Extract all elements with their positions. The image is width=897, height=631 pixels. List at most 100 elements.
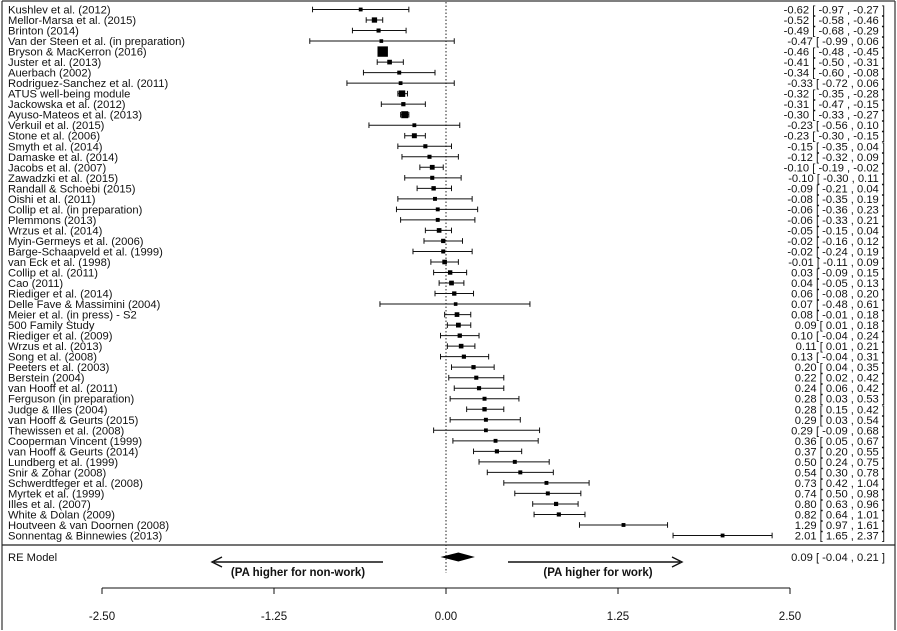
ci-text: 0.37 [ 0.20 , 0.55 ] [795,446,885,458]
effect-box [423,144,428,149]
ci-text: 0.50 [ 0.24 , 0.75 ] [795,457,885,469]
ci-text: -0.02 [ -0.24 , 0.19 ] [787,246,885,258]
study-label: Oishi et al. (2011) [8,194,96,206]
ci-text: -0.32 [ -0.35 , -0.28 ] [784,89,885,101]
effect-box [430,175,435,180]
study-label: Illes et al. (2007) [8,499,91,511]
ci-text: 0.36 [ 0.05 , 0.67 ] [795,436,885,448]
effect-box [457,333,462,338]
study-label: Randall & Schoebi (2015) [8,183,136,195]
effect-box [442,259,447,265]
effect-box [411,133,417,139]
x-tick-label: -1.25 [261,611,287,623]
study-label: Song et al. (2008) [8,352,97,364]
effect-box [387,59,392,65]
study-label: Auerbach (2002) [8,68,92,80]
study-label: Barge-Schaapveld et al. (1999) [8,246,163,258]
study-label: Bryson & MacKerron (2016) [8,47,147,59]
study-label: Zawadzki et al. (2015) [8,173,118,185]
ci-text: 0.54 [ 0.30 , 0.78 ] [795,467,885,479]
ci-text: 0.10 [ -0.04 , 0.24 ] [791,331,885,343]
effect-box [397,70,402,75]
effect-box [455,322,461,328]
ci-text: 0.80 [ 0.63 , 0.96 ] [795,499,885,511]
ci-text: -0.47 [ -0.99 , 0.06 ] [787,36,885,48]
effect-box [453,302,458,306]
ci-text: -0.46 [ -0.48 , -0.45 ] [784,47,885,59]
study-label: Mellor-Marsa et al. (2015) [8,15,136,27]
ci-text: 0.06 [ -0.08 , 0.20 ] [791,289,885,301]
ci-text: 0.74 [ 0.50 , 0.98 ] [795,488,885,500]
study-label: Stone et al. (2006) [8,131,100,143]
re-model-diamond [440,552,475,562]
effect-box [412,123,417,128]
study-label: 500 Family Study [8,320,95,332]
study-label: Collip et al. (in preparation) [8,204,143,216]
ci-text: -0.15 [ -0.35 , 0.04 ] [787,141,885,153]
ci-text: -0.12 [ -0.32 , 0.09 ] [787,152,885,164]
effect-box [427,154,432,159]
ci-text: 0.07 [ -0.48 , 0.61 ] [791,299,885,311]
ci-text: -0.34 [ -0.60 , -0.08 ] [784,68,885,80]
effect-box [398,90,406,97]
ci-text: -0.05 [ -0.15 , 0.04 ] [787,225,885,237]
ci-text: -0.10 [ -0.30 , 0.11 ] [788,173,885,185]
re-model-ci-text: 0.09 [ -0.04 , 0.21 ] [791,552,885,564]
ci-text: 0.13 [ -0.04 , 0.31 ] [791,352,885,364]
ci-text: 0.73 [ 0.42 , 1.04 ] [795,478,885,490]
ci-text: 0.22 [ 0.02 , 0.42 ] [795,373,885,385]
study-label: Rodriguez-Sanchez et al. (2011) [8,78,169,90]
study-label: Riediger et al. (2009) [8,331,113,343]
x-tick-label: 1.25 [607,611,629,623]
study-label: Meier et al. (in press) - S2 [8,310,137,322]
study-label: Wrzus et al. (2013) [8,341,103,353]
study-label: Judge & Illes (2004) [8,404,108,416]
effect-box [379,39,384,43]
study-label: Houtveen & van Doornen (2008) [8,520,169,532]
study-label: Riediger et al. (2014) [8,289,113,301]
ci-text: 0.11 [ 0.01 , 0.21 ] [796,341,885,353]
ci-text: 1.29 [ 0.97 , 1.61 ] [795,520,885,532]
ci-text: -0.33 [ -0.72 , 0.06 ] [787,78,885,90]
effect-box [518,470,523,475]
study-label: Jackowska et al. (2012) [8,99,126,111]
effect-box [454,312,460,317]
effect-box [482,396,487,401]
ci-text: 2.01 [ 1.65 , 2.37 ] [795,531,885,543]
effect-box [358,7,363,12]
effect-box [483,417,488,422]
effect-box [429,164,435,170]
study-label: Brinton (2014) [8,26,79,38]
effect-box [447,270,453,275]
effect-box [482,407,487,412]
right-direction-label: (PA higher for work) [543,567,652,579]
effect-box [484,428,488,433]
study-label: Damaske et al. (2014) [8,152,118,164]
effect-box [545,491,550,496]
effect-box [376,28,381,33]
ci-text: -0.62 [ -0.97 , -0.27 ] [784,5,885,17]
ci-text: 0.03 [ -0.09 , 0.15 ] [791,268,885,280]
effect-box [471,365,476,370]
ci-text: 0.28 [ 0.03 , 0.53 ] [795,394,885,406]
effect-box [553,501,559,507]
ci-text: -0.30 [ -0.33 , -0.27 ] [784,110,885,122]
effect-box [458,343,464,349]
ci-text: -0.08 [ -0.35 , 0.19 ] [787,194,885,206]
effect-box [474,375,479,380]
effect-box [401,102,406,107]
study-label: Sonnentag & Binnewies (2013) [8,531,163,543]
effect-box [436,228,442,233]
effect-box [556,512,561,517]
study-label: van Hooff & Geurts (2015) [8,415,139,427]
study-label: Cao (2011) [8,278,63,290]
ci-text: 0.04 [ -0.05 , 0.13 ] [791,278,885,290]
effect-box [441,238,446,244]
study-label: Peeters et al. (2003) [8,362,110,374]
ci-text: 0.24 [ 0.06 , 0.42 ] [795,383,885,395]
effect-box [452,291,457,296]
study-label: Juster et al. (2013) [8,57,102,69]
effect-box [377,46,388,57]
x-tick-label: 0.00 [435,611,457,623]
study-label: Plemmons (2013) [8,215,97,227]
